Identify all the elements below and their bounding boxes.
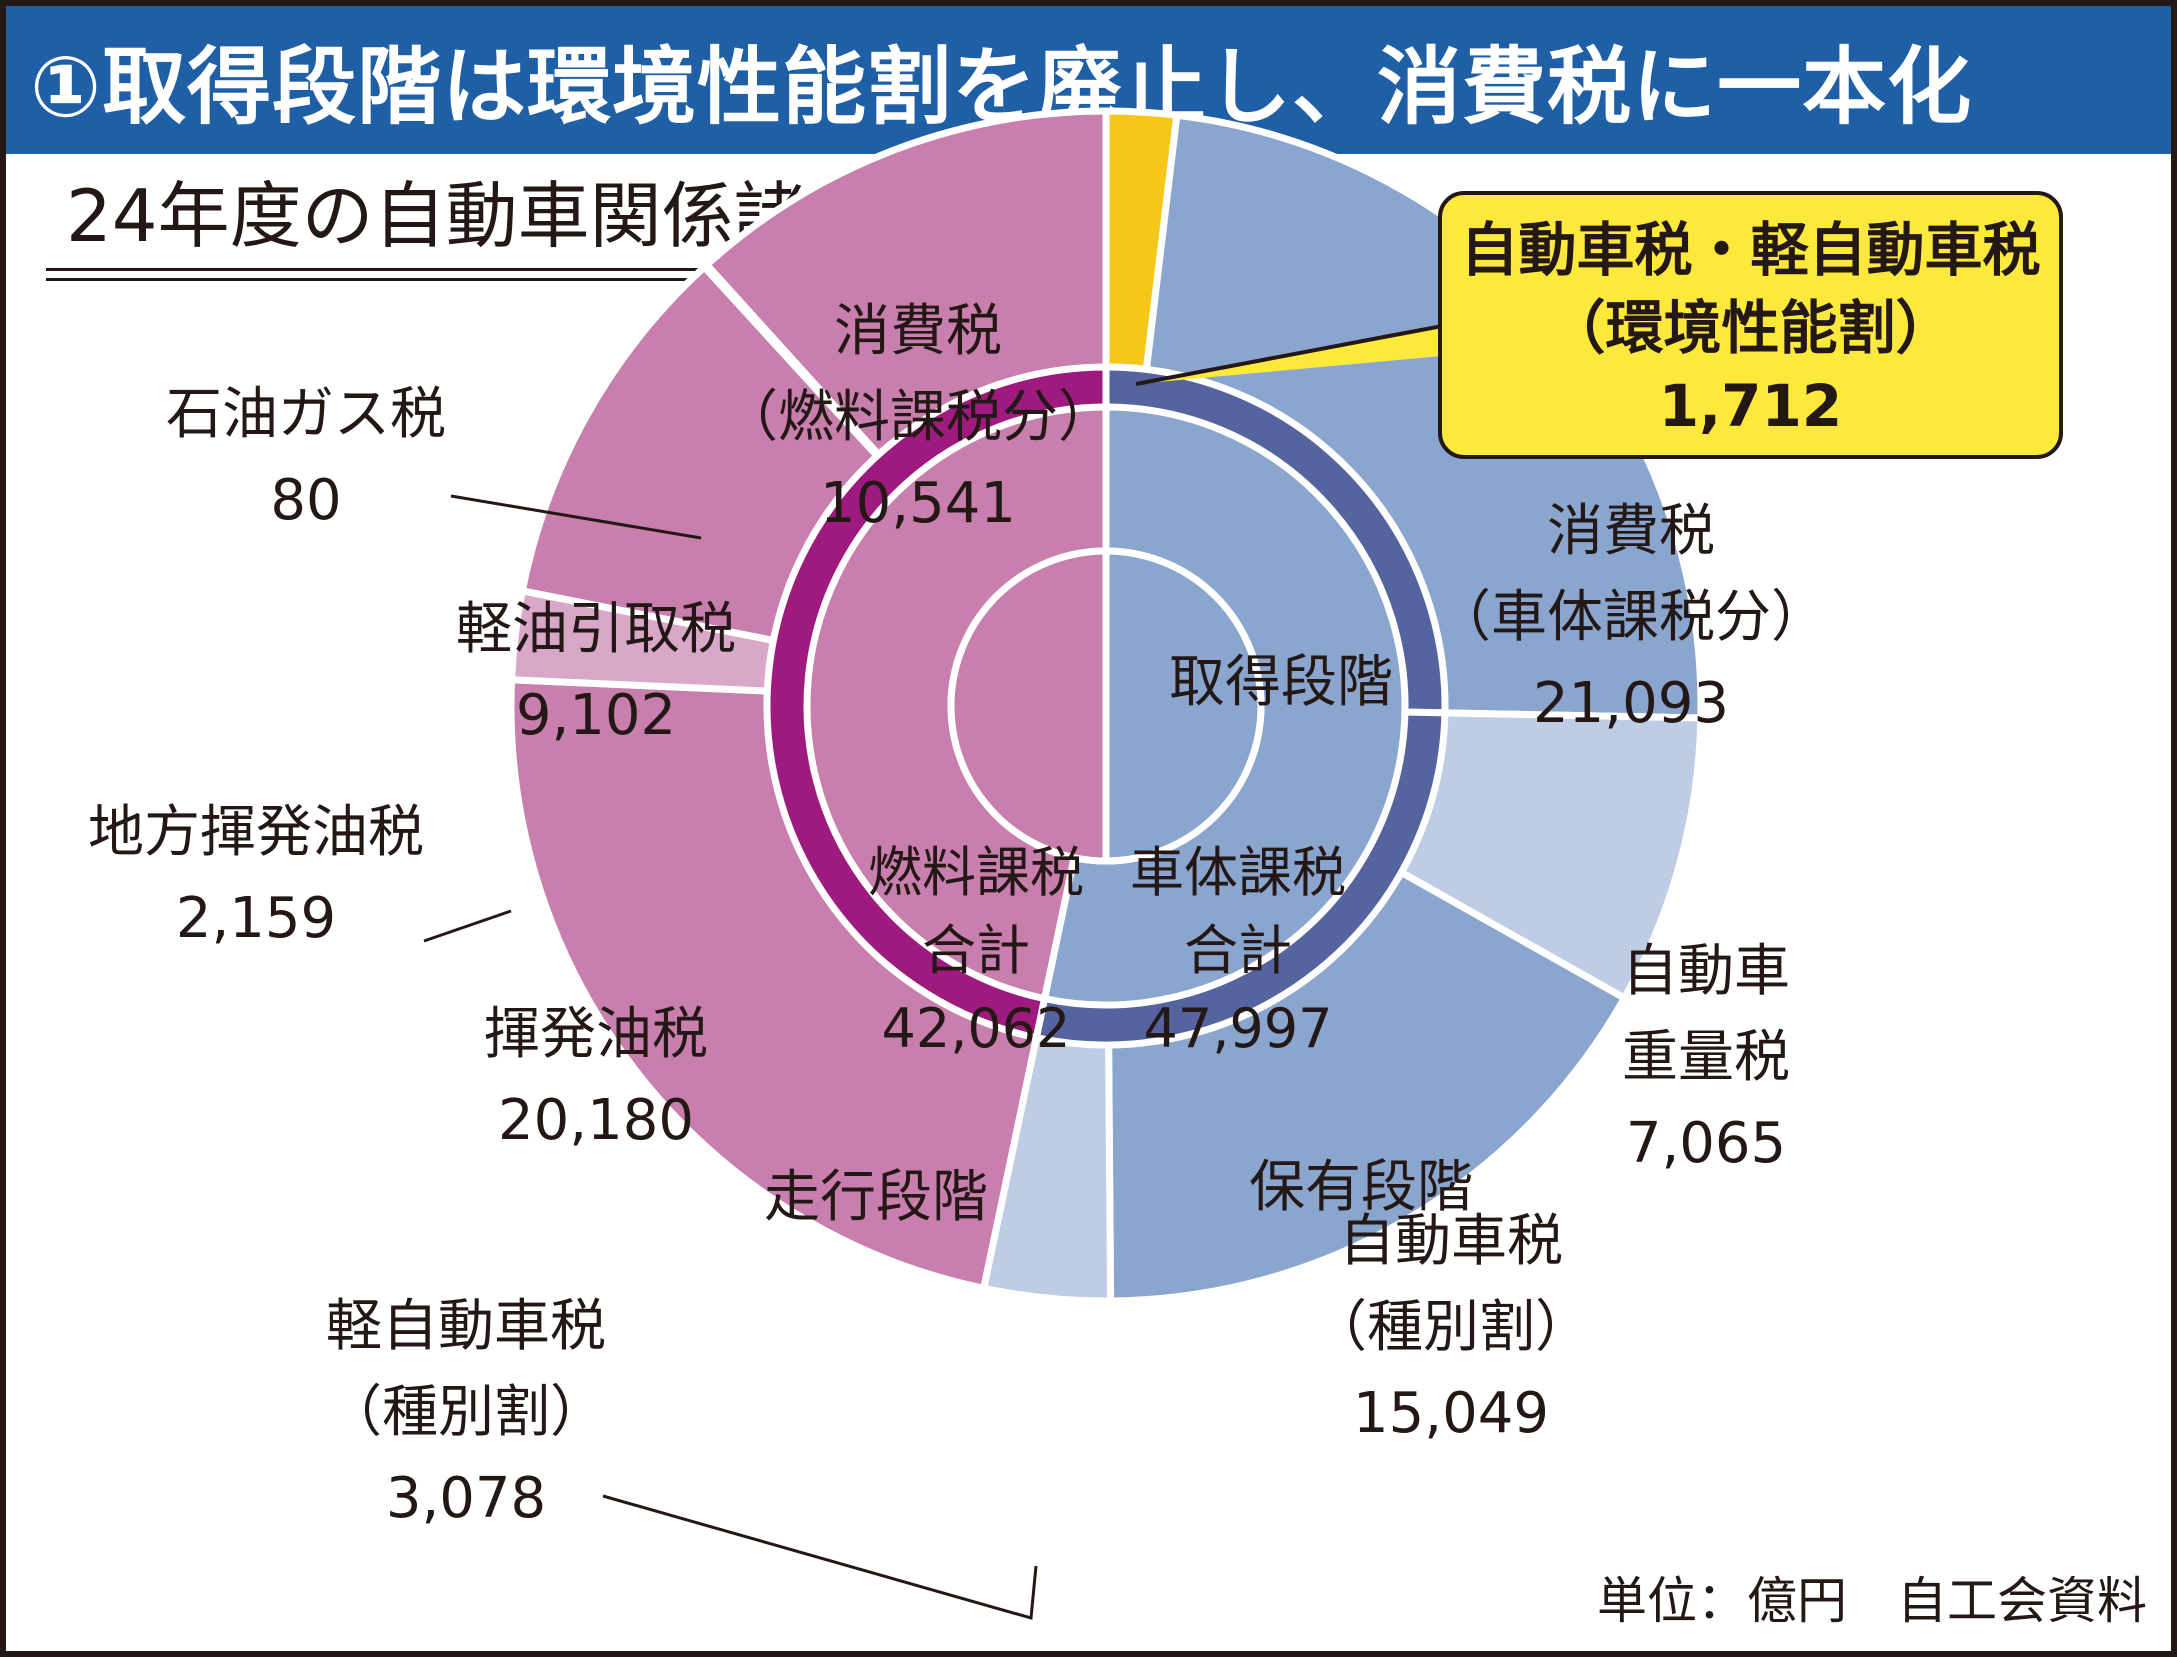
source-note: 単位：億円 自工会資料	[1597, 1572, 2147, 1630]
callout-value: 1,712	[1658, 372, 1843, 440]
center-vehicle	[1102, 547, 1265, 865]
outer-label-5-line-1: 20,180	[498, 1088, 694, 1153]
outer-label-6-line-1: 2,159	[176, 886, 336, 951]
leader-kei-car	[602, 1494, 1038, 1620]
outer-label-1-line-1: （車体課税分）	[1435, 585, 1827, 650]
outer-label-1-line-2: 21,093	[1533, 671, 1729, 736]
outer-ring	[507, 107, 1705, 1305]
middle-label-hold-line-0: 保有段階	[1249, 1155, 1473, 1220]
subtitle-underline	[46, 268, 1221, 271]
outer-label-8-line-0: 石油ガス税	[166, 382, 446, 447]
inner-ring	[803, 403, 1409, 1009]
leader-local-gasoline	[423, 909, 512, 943]
center-fuel	[947, 547, 1110, 865]
outer-label-4-line-1: （種別割）	[326, 1380, 606, 1445]
callout-label-line-1: 自動車税・軽自動車税	[1460, 216, 2041, 284]
outer-label-5-line-0: 揮発油税	[484, 1002, 708, 1067]
outer-label-7-line-0: 軽油引取税	[456, 597, 736, 662]
outer-label-2-line-0: 自動車	[1622, 939, 1790, 1004]
outer-label-4-line-2: 3,078	[386, 1466, 546, 1531]
outer-label-9-line-1: （燃料課税分）	[722, 385, 1114, 450]
page-title: ①取得段階は環境性能割を廃止し、消費税に一本化	[6, 6, 2171, 154]
middle-label-run-line-0: 走行段階	[764, 1165, 988, 1230]
callout-environment-tax: 自動車税・軽自動車税 （環境性能割） 1,712	[1438, 191, 2063, 459]
outer-label-2-line-1: 重量税	[1622, 1025, 1790, 1090]
outer-label-8-line-1: 80	[270, 468, 341, 533]
inner-label-vehicle-line-2: 47,997	[1144, 997, 1333, 1060]
outer-label-9-line-0: 消費税	[834, 299, 1002, 364]
outer-label-3-line-2: 15,049	[1353, 1381, 1549, 1446]
leader-oil-gas	[450, 494, 702, 540]
callout-label-line-2: （環境性能割）	[1547, 294, 1954, 362]
inner-label-fuel-line-0: 燃料課税	[868, 841, 1084, 904]
middle-ring	[763, 363, 1449, 1049]
outer-label-3-line-1: （種別割）	[1311, 1295, 1591, 1360]
outer-label-7-line-1: 9,102	[516, 683, 676, 748]
subtitle-underline-2	[46, 278, 1221, 281]
outer-label-3-line-0: 自動車税	[1339, 1209, 1563, 1274]
middle-label-acquire-line-0: 取得段階	[1169, 650, 1393, 715]
inner-label-fuel-line-1: 合計	[922, 919, 1030, 982]
inner-label-vehicle-line-0: 車体課税	[1130, 841, 1346, 904]
outer-label-1-line-0: 消費税	[1547, 499, 1715, 564]
outer-label-6-line-0: 地方揮発油税	[88, 800, 424, 865]
outer-label-2-line-2: 7,065	[1626, 1111, 1786, 1176]
outer-label-9-line-2: 10,541	[820, 471, 1016, 536]
outer-label-4-line-0: 軽自動車税	[326, 1294, 606, 1359]
inner-label-fuel-line-2: 42,062	[882, 997, 1071, 1060]
inner-label-vehicle-line-1: 合計	[1184, 919, 1292, 982]
